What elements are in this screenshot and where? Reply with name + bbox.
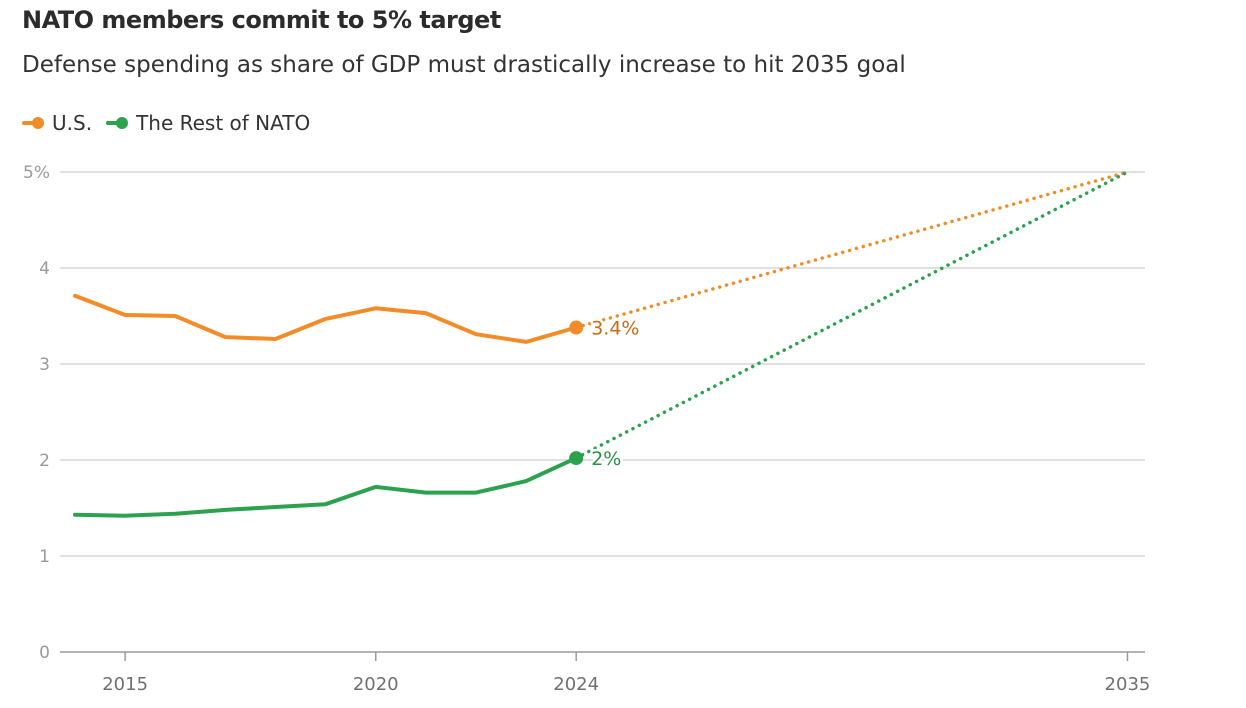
legend-label-rest-of-nato: The Rest of NATO [136, 111, 311, 135]
y-tick-label-4: 4 [39, 259, 50, 279]
series-line-us [73, 293, 579, 344]
chart-title: NATO members commit to 5% target [22, 6, 501, 34]
end-label-rest-of-nato: 2% [591, 448, 621, 470]
projection-line-rest-of-nato [574, 170, 1130, 460]
x-tick-label-2035: 2035 [1105, 674, 1151, 695]
series-line-rest-of-nato [73, 456, 579, 518]
legend-label-us: U.S. [52, 111, 93, 135]
y-tick-label-0: 0 [39, 643, 50, 663]
legend-swatch-rest-of-nato [106, 117, 129, 129]
y-tick-label-1: 1 [39, 547, 50, 567]
y-tick-label-2: 2 [39, 451, 50, 471]
projection-line-us [574, 170, 1130, 330]
legend: U.S. The Rest of NATO [22, 111, 324, 135]
end-label-halo-us: 3.4% [591, 318, 639, 340]
x-tick-label-2020: 2020 [353, 674, 399, 695]
chart-subtitle: Defense spending as share of GDP must dr… [22, 52, 906, 78]
legend-item-us: U.S. [22, 111, 92, 135]
legend-swatch-us [22, 117, 44, 129]
end-label-halo-rest-of-nato: 2% [591, 448, 621, 470]
y-tick-label-3: 3 [39, 355, 50, 375]
legend-item-rest-of-nato: The Rest of NATO [106, 111, 310, 135]
endpoint-marker-rest-of-nato [569, 451, 584, 466]
end-label-us: 3.4% [591, 318, 639, 340]
x-tick-label-2024: 2024 [553, 674, 599, 695]
y-tick-label-5: 5% [23, 163, 50, 183]
endpoint-marker-us [569, 320, 584, 335]
x-tick-label-2015: 2015 [102, 674, 148, 695]
